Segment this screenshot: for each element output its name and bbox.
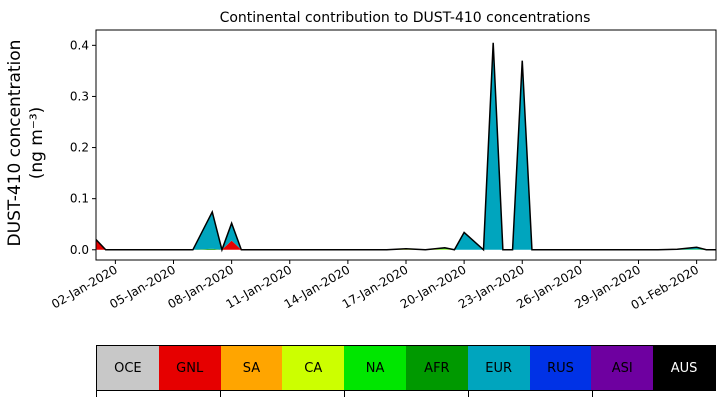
legend-tick bbox=[344, 391, 345, 397]
legend-item-asi: ASI bbox=[591, 346, 654, 390]
legend-item-eur: EUR bbox=[467, 346, 530, 390]
chart-title: Continental contribution to DUST-410 con… bbox=[220, 10, 591, 26]
legend-item-aus: AUS bbox=[653, 346, 715, 390]
legend-item-gnl: GNL bbox=[158, 346, 221, 390]
legend-tick bbox=[220, 391, 221, 397]
y-tick-label: 0.1 bbox=[70, 192, 89, 206]
plot-area bbox=[95, 42, 716, 253]
y-axis-label: DUST-410 concentration (ng m⁻³) bbox=[5, 40, 47, 247]
area-series-rus bbox=[96, 42, 716, 250]
legend-item-ca: CA bbox=[282, 346, 345, 390]
legend-item-oce: OCE bbox=[97, 346, 159, 390]
legend-tick-marks bbox=[96, 391, 716, 397]
legend-item-afr: AFR bbox=[405, 346, 468, 390]
area-series-eur bbox=[96, 42, 716, 250]
y-tick-label: 0.2 bbox=[70, 141, 89, 155]
continent-color-legend: OCE GNL SA CA NA AFR EUR RUS ASI AUS bbox=[96, 345, 716, 391]
y-tick-label: 0.4 bbox=[70, 38, 89, 52]
x-axis-ticks: 02-Jan-202005-Jan-202008-Jan-202011-Jan-… bbox=[49, 260, 701, 312]
y-axis-ticks: 0.0 0.1 0.2 0.3 0.4 bbox=[70, 38, 96, 257]
total-outline bbox=[95, 42, 716, 253]
y-tick-label: 0.0 bbox=[70, 243, 89, 257]
y-tick-label: 0.3 bbox=[70, 89, 89, 103]
legend-item-na: NA bbox=[344, 346, 406, 390]
legend-item-sa: SA bbox=[220, 346, 283, 390]
legend-tick bbox=[468, 391, 469, 397]
legend-item-rus: RUS bbox=[529, 346, 592, 390]
legend-tick bbox=[96, 391, 97, 397]
plot-frame bbox=[95, 29, 717, 261]
legend-tick bbox=[592, 391, 593, 397]
area-series-aus bbox=[96, 42, 716, 250]
area-series-asi bbox=[96, 42, 716, 250]
